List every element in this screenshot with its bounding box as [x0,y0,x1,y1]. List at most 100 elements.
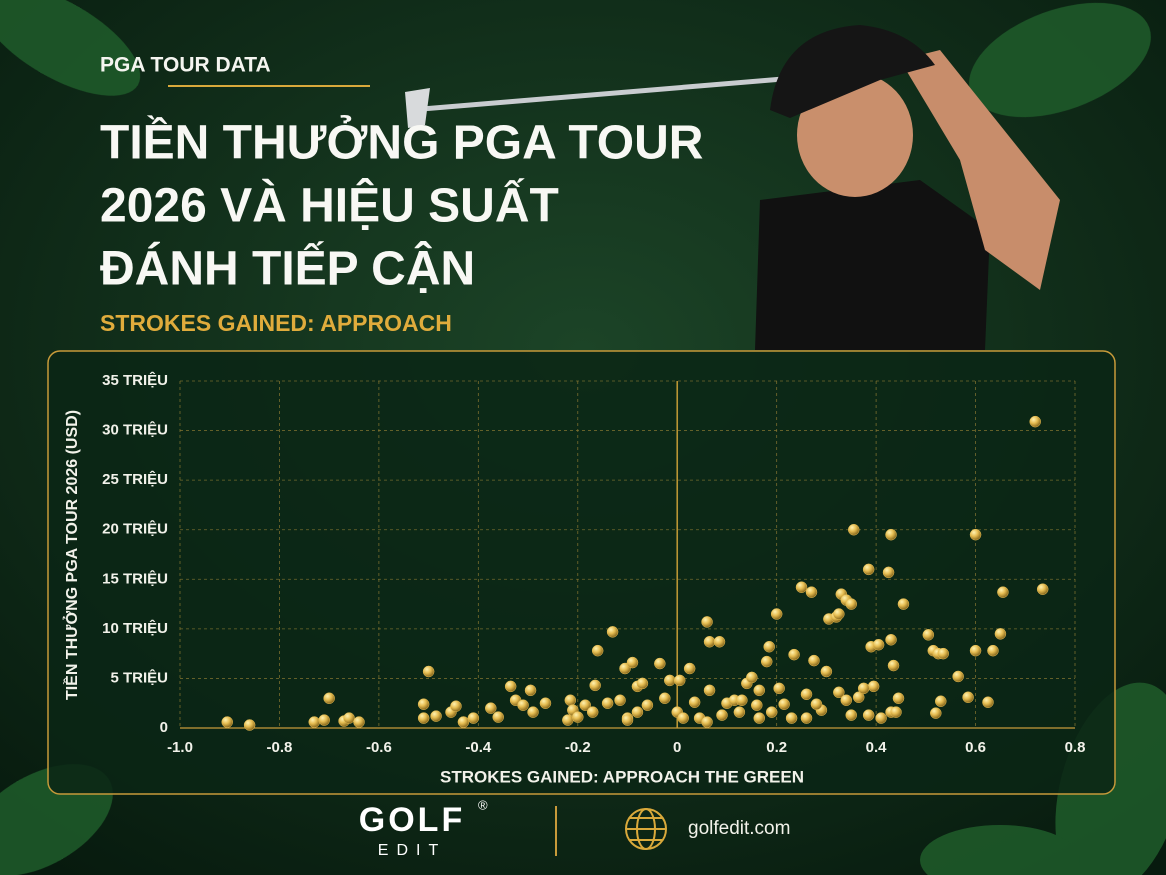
data-point [785,712,798,724]
arm [900,50,1060,290]
x-tick-label: 0.2 [766,739,787,756]
data-point [703,684,716,697]
data-point [683,662,696,675]
data-point [614,694,626,706]
x-axis-label: STROKES GAINED: APPROACH THE GREEN [440,767,804,786]
data-point [572,711,584,723]
data-point [897,598,910,610]
y-axis-label: TIỀN THƯỞNG PGA TOUR 2026 (USD) [62,410,81,700]
data-point [492,711,504,723]
data-point [875,712,887,724]
data-point [733,706,746,718]
data-point [467,712,480,724]
shirt [755,180,990,350]
y-tick-label: 15 TRIỆU [102,569,168,587]
data-point [457,716,470,728]
data-point [845,598,857,610]
cap [770,25,935,118]
data-point [1029,415,1041,428]
data-point [308,716,320,728]
title-line: ĐÁNH TIẾP CẬN [100,241,475,296]
data-point [882,566,895,579]
data-point [808,654,820,667]
data-point [773,682,785,695]
subtitle: STROKES GAINED: APPROACH [100,310,452,336]
data-point [703,635,716,648]
data-point [485,702,497,714]
brand-sub: EDIT [378,842,446,859]
data-point [857,682,870,695]
title-line: 2026 VÀ HIỆU SUẤT [100,178,559,233]
data-point [631,706,644,718]
data-point [673,674,686,687]
data-point [770,608,783,620]
data-point [885,634,897,646]
y-tick-label: 5 TRIỆU [110,668,168,686]
data-point [701,616,713,628]
x-tick-label: 0.6 [965,739,986,756]
kicker: PGA TOUR DATA [100,54,271,77]
data-point [417,712,430,724]
face [797,73,913,197]
data-point [243,719,256,731]
data-point [1036,583,1049,595]
data-point [994,628,1007,640]
data-point [579,699,591,711]
data-point [450,700,462,712]
data-point [833,608,845,620]
plot: 0 5 TRIỆU 10 TRIỆU 15 TRIỆU 20 TRIỆU 25 TRIỆU… [102,371,1085,756]
data-point [845,709,857,721]
y-tick-label: 35 TRIỆU [102,371,168,389]
data-point [847,523,860,536]
data-point [539,697,552,709]
x-tick-label: 0.8 [1065,739,1086,756]
y-tick-label: 20 TRIỆU [102,520,168,538]
data-point [969,644,982,657]
data-point [753,712,766,724]
data-point [788,648,800,661]
data-point [962,691,974,704]
data-point [760,655,773,668]
data-point [589,679,601,692]
y-tick-label: 25 TRIỆU [102,470,168,488]
data-point [422,665,435,678]
x-tick-label: -1.0 [167,739,193,756]
data-point [867,680,880,693]
data-point [952,670,964,683]
data-point [751,699,763,711]
data-point [504,680,517,693]
data-point [524,684,537,697]
data-point [701,716,713,728]
data-point [862,709,875,721]
data-point [763,640,775,653]
data-point [353,716,365,728]
x-tick-label: 0.4 [866,739,888,756]
data-point [753,684,766,697]
data-point [887,659,900,672]
x-tick-label: 0 [673,739,681,756]
website: golfedit.com [688,818,790,839]
data-point [922,629,935,641]
x-tick-label: -0.4 [465,739,492,756]
data-point [713,635,726,648]
data-point [833,686,845,699]
brand: GOLF [359,801,465,839]
golfer-photo [405,25,1060,350]
data-point [688,696,701,708]
data-point [746,671,758,684]
data-point [840,694,853,706]
data-point [606,626,619,638]
data-point [659,692,671,705]
data-point [987,644,999,657]
data-point [997,586,1009,598]
data-point [641,699,654,711]
data-point [677,712,689,724]
data-point [517,699,529,711]
data-point [323,692,335,705]
data-point [318,714,330,726]
data-point [800,712,813,724]
